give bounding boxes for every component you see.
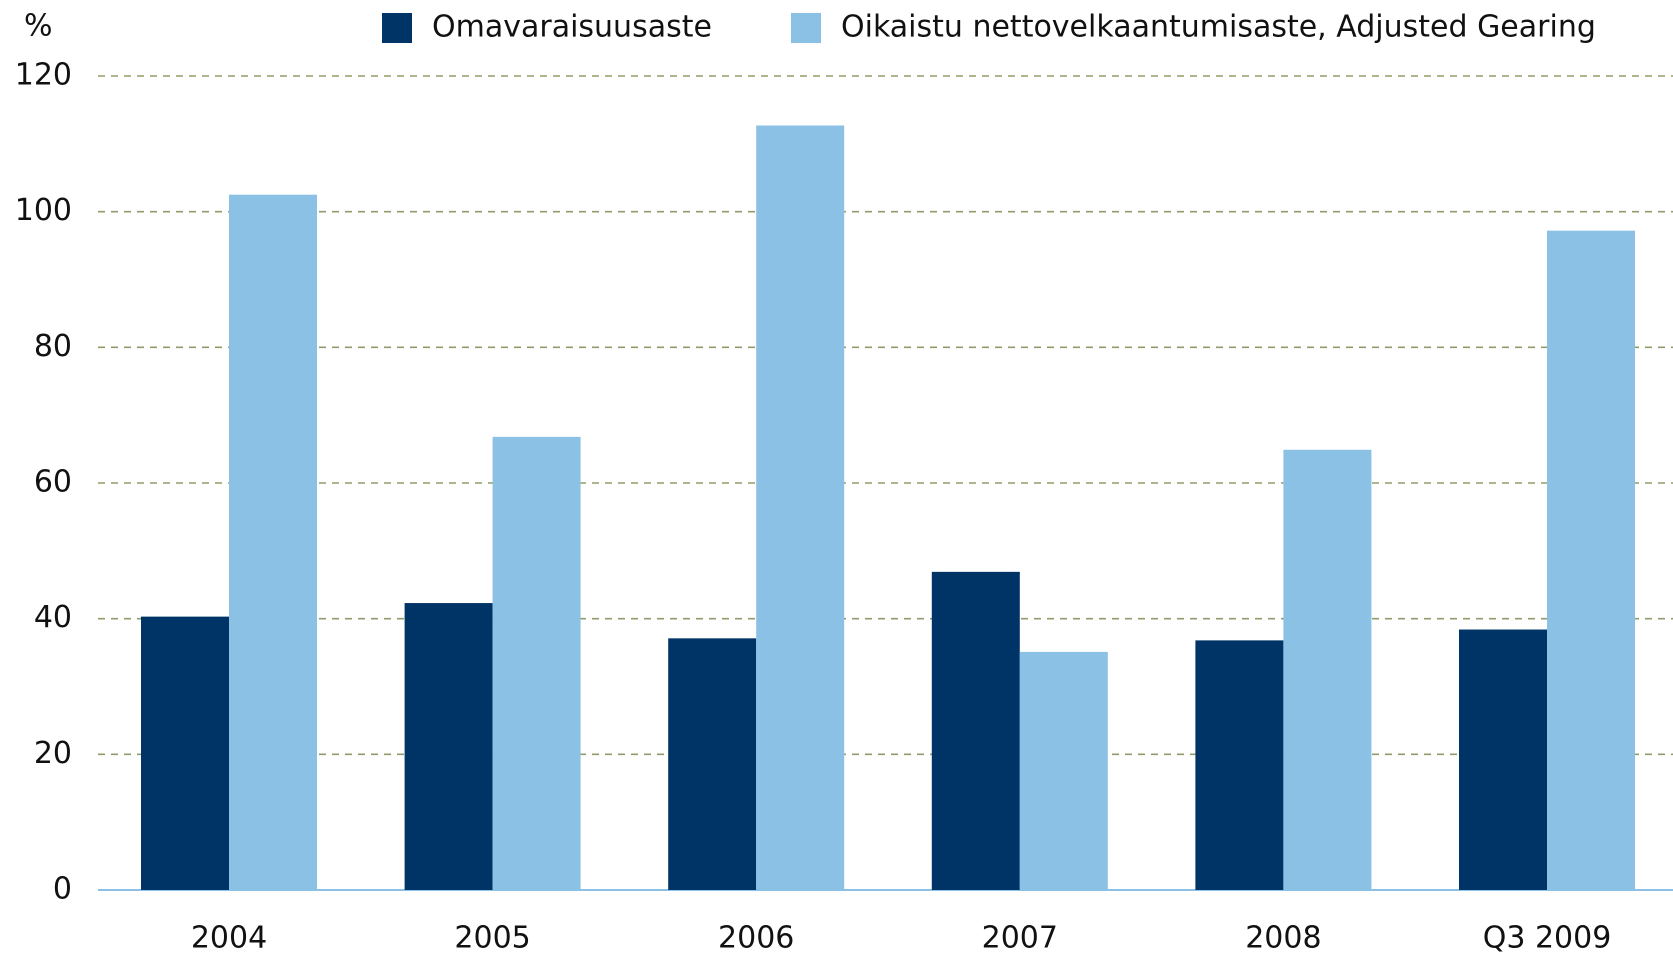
y-tick-label: 20 [34,736,72,771]
y-tick-label: 120 [15,58,72,93]
x-tick-label: 2008 [1245,921,1321,954]
bar [668,638,757,890]
x-tick-label: 2006 [718,921,794,954]
x-tick-label: Q3 2009 [1483,921,1612,954]
bar [931,571,1020,890]
bar [756,125,845,891]
bar [1195,640,1284,890]
legend-swatch [382,13,412,43]
bar [404,603,493,890]
y-tick-label: 100 [15,193,72,228]
bar [1283,449,1372,890]
y-tick-label: 0 [53,872,72,907]
x-tick-label: 2005 [454,921,530,954]
x-tick-label: 2007 [982,921,1058,954]
bar [1019,651,1108,890]
bar [229,194,317,891]
legend-label: Oikaistu nettovelkaantumisaste, Adjusted… [841,10,1596,45]
legend-label: Omavaraisuusaste [432,10,712,45]
x-tick-label: 2004 [191,921,267,954]
bar [1459,629,1547,890]
y-tick-label: 60 [34,465,72,500]
y-tick-label: 40 [34,600,72,635]
y-tick-label: 80 [34,329,72,364]
bar [492,436,581,890]
bar [141,616,229,890]
bar [1547,230,1635,890]
y-axis-label: % [24,9,53,44]
legend-swatch [791,13,821,43]
